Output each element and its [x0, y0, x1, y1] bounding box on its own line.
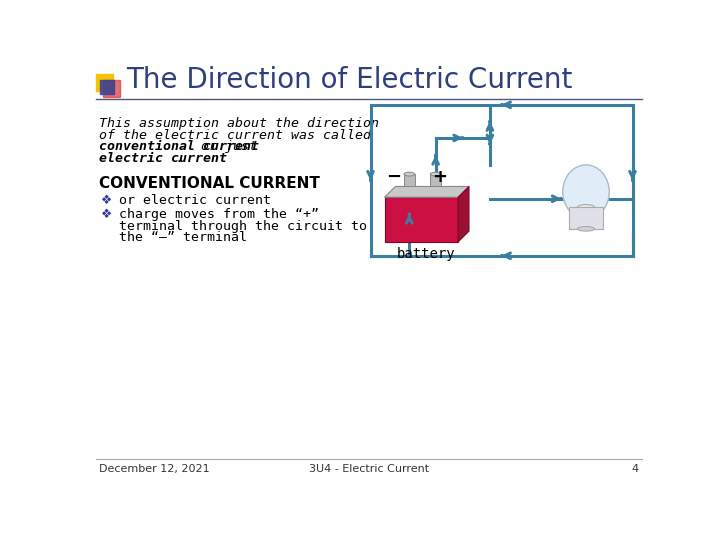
Text: or electric current: or electric current: [120, 194, 271, 207]
Text: .: .: [175, 152, 184, 165]
Ellipse shape: [563, 165, 609, 219]
Bar: [431, 174, 441, 186]
Ellipse shape: [577, 205, 595, 210]
Text: electric current: electric current: [99, 152, 228, 165]
Text: the “–” terminal: the “–” terminal: [120, 231, 248, 244]
Text: of the electric current was called: of the electric current was called: [99, 129, 372, 141]
Text: ❖: ❖: [101, 194, 112, 207]
Bar: [569, 207, 603, 229]
Text: −: −: [386, 168, 401, 186]
Text: terminal through the circuit to: terminal through the circuit to: [120, 220, 367, 233]
Bar: [404, 174, 415, 186]
Text: This assumption about the direction: This assumption about the direction: [99, 117, 379, 130]
Bar: [103, 80, 120, 97]
Ellipse shape: [431, 172, 441, 176]
Ellipse shape: [577, 226, 595, 231]
Text: 4: 4: [631, 464, 639, 474]
Text: charge moves from the “+”: charge moves from the “+”: [120, 208, 320, 221]
Text: 3U4 - Electric Current: 3U4 - Electric Current: [309, 464, 429, 474]
Text: battery: battery: [397, 247, 456, 260]
Text: The Direction of Electric Current: The Direction of Electric Current: [126, 66, 572, 94]
Text: conventional current: conventional current: [99, 140, 259, 153]
Bar: [100, 80, 114, 94]
Text: +: +: [432, 168, 447, 186]
Text: CONVENTIONAL CURRENT: CONVENTIONAL CURRENT: [99, 177, 320, 192]
Text: December 12, 2021: December 12, 2021: [99, 464, 210, 474]
Bar: [96, 74, 113, 91]
Ellipse shape: [404, 172, 415, 176]
Text: ❖: ❖: [101, 208, 112, 221]
Polygon shape: [384, 197, 458, 242]
Polygon shape: [384, 186, 469, 197]
Polygon shape: [458, 186, 469, 242]
Text: or just: or just: [193, 140, 257, 153]
